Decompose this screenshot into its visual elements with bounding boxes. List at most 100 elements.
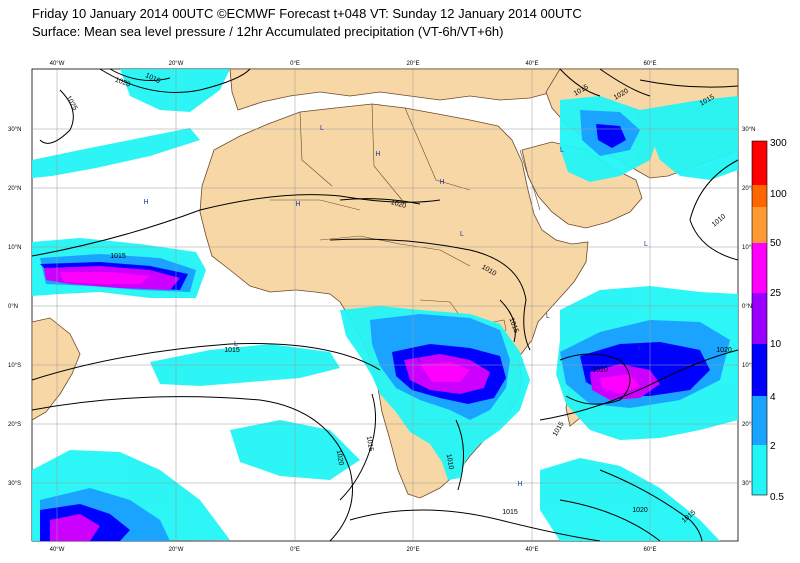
colorbar-level-label: 0.5 [770, 492, 784, 503]
pressure-center-h: H [375, 151, 380, 158]
isobar-1015-southeast [559, 499, 661, 542]
isobar-1010-indian [559, 353, 631, 405]
pressure-center-h: H [143, 199, 148, 206]
colorbar-segment-300 [752, 141, 767, 185]
red-sea-outline [519, 149, 541, 211]
isobar-1015-southern-ocean [349, 509, 601, 542]
precipitation-colorbar: 300 100 50 25 10 4 2 0.5 [751, 138, 787, 503]
lon-tick-bottom: 60°E [643, 547, 656, 553]
isobar-1020-southern-africa [455, 419, 465, 491]
pressure-center-l: L [638, 345, 642, 352]
lat-tick-left: 10°S [8, 363, 21, 369]
lon-tick-top: 0°E [290, 61, 300, 67]
lat-tick-right: 30°N [742, 127, 755, 133]
longitude-ticks-bottom: 40°W 20°W 0°E 20°E 40°E 60°E [50, 547, 657, 553]
isobar-1020-south-indian [599, 469, 703, 542]
lat-tick-left: 0°N [8, 304, 18, 310]
precip-band-indian-south [540, 458, 720, 541]
isobar-label: 1010 [445, 453, 455, 470]
latitude-ticks-right: 30°N 20°N 10°N 0°N 10°S 20°S 30°S [742, 127, 755, 487]
colorbar-segment-2 [752, 396, 767, 445]
pressure-center-labels: L L H H H L L L L H L H L [143, 125, 648, 488]
longitude-ticks-top: 40°W 20°W 0°E 20°E 40°E 60°E [50, 61, 657, 67]
landmass-europe [229, 68, 561, 111]
colorbar-level-label: 50 [770, 238, 782, 249]
isobar-1015-east-africa [499, 299, 516, 343]
pressure-center-l: L [546, 313, 550, 320]
colorbar-level-label: 10 [770, 339, 782, 350]
colorbar-segment-25 [752, 243, 767, 293]
pressure-center-h: H [517, 481, 522, 488]
isobar-label: 1015 [110, 253, 126, 260]
lat-tick-left: 20°S [8, 422, 21, 428]
lat-tick-left: 30°N [8, 127, 21, 133]
colorbar-level-label: 100 [770, 189, 787, 200]
pressure-center-l: L [644, 241, 648, 248]
colorbar-segment-0-5 [752, 445, 767, 495]
colorbar-segment-100 [752, 185, 767, 207]
lon-tick-bottom: 20°E [406, 547, 419, 553]
isobar-1020-sahara [339, 198, 421, 205]
lon-tick-bottom: 40°W [50, 547, 65, 553]
pressure-center-l: L [560, 147, 564, 154]
colorbar-segment-50 [752, 207, 767, 243]
isobar-label: 1020 [592, 367, 608, 374]
pressure-center-l: L [418, 357, 422, 364]
lon-tick-top: 40°W [50, 61, 65, 67]
precip-heavy-mediterranean [596, 124, 626, 148]
lon-tick-top: 20°E [406, 61, 419, 67]
isobar-label: 1015 [502, 509, 518, 516]
colorbar-level-label: 25 [770, 288, 782, 299]
isobars [31, 68, 739, 542]
precip-band-atlantic-north [32, 128, 200, 178]
isobar-1020-mediterranean [559, 68, 601, 97]
pressure-center-l: L [234, 341, 238, 348]
colorbar-level-label: 2 [770, 441, 776, 452]
map-title-line-2: Surface: Mean sea level pressure / 12hr … [32, 24, 504, 39]
lon-tick-top: 20°W [169, 61, 184, 67]
isobar-label: 1015 [365, 435, 375, 452]
lat-tick-left: 20°N [8, 186, 21, 192]
colorbar-level-label: 4 [770, 392, 776, 403]
isobar-label: 1020 [716, 347, 732, 354]
precipitation-fields [32, 69, 738, 541]
precip-peak-atlantic [60, 272, 150, 284]
lat-tick-right: 0°N [742, 304, 752, 310]
isobar-1015-north-atlantic [99, 68, 251, 93]
precip-band-north-atlantic-top [120, 69, 230, 112]
isobar-1020-indian-east [689, 159, 739, 261]
lon-tick-bottom: 0°E [290, 547, 300, 553]
pressure-center-l: L [460, 231, 464, 238]
colorbar-segment-10 [752, 293, 767, 344]
colorbar-level-label: 300 [770, 138, 787, 149]
pressure-center-h: H [439, 179, 444, 186]
isobar-1015-south-africa [339, 393, 376, 501]
lat-tick-left: 30°S [8, 481, 21, 487]
colorbar-segment-4 [752, 344, 767, 396]
isobar-1015-south-atlantic [31, 343, 381, 381]
lat-tick-right: 10°S [742, 363, 755, 369]
isobar-1015-mediterranean [599, 68, 651, 97]
landmass-south-america [31, 317, 81, 421]
map-title-line-1: Friday 10 January 2014 00UTC ©ECMWF Fore… [32, 6, 582, 21]
lon-tick-bottom: 40°E [525, 547, 538, 553]
isobar-label: 1015 [507, 317, 519, 334]
pressure-center-h: H [295, 201, 300, 208]
lon-tick-bottom: 20°W [169, 547, 184, 553]
lat-tick-right: 20°N [742, 186, 755, 192]
latitude-ticks-left: 30°N 20°N 10°N 0°N 10°S 20°S 30°S [8, 127, 21, 487]
isobar-label: 1020 [390, 199, 407, 210]
isobar-1010-africa [329, 238, 531, 351]
lat-tick-right: 20°S [742, 422, 755, 428]
pressure-center-l: L [320, 125, 324, 132]
isobar-label: 1020 [114, 77, 131, 89]
isobar-1025-atlantic [39, 89, 74, 144]
precip-peak-east-africa [420, 362, 470, 382]
lat-tick-right: 10°N [742, 245, 755, 251]
graticule [32, 69, 738, 541]
isobar-label: 1020 [632, 507, 648, 514]
precip-band-arabian-sea [640, 96, 738, 180]
isobar-label: 1015 [224, 347, 240, 354]
lon-tick-top: 40°E [525, 61, 538, 67]
